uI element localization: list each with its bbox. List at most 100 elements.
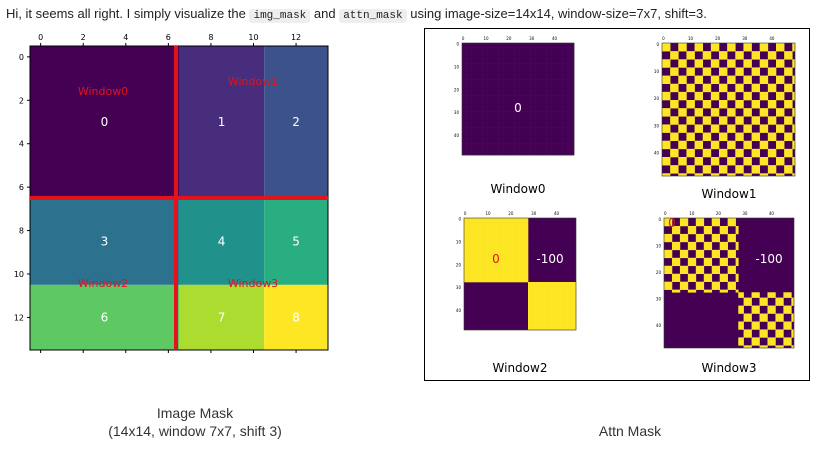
attn-cell [512,234,515,237]
attn-cell [487,45,490,48]
attn-cell [491,134,495,138]
attn-cell [468,224,472,228]
attn-cell [542,148,545,151]
attn-cell [784,121,788,125]
attn-cell [498,65,502,69]
attn-cell [686,121,690,125]
attn-cell [544,86,547,90]
attn-cell [471,145,474,149]
attn-cell [550,309,554,313]
attn-cell [505,243,508,246]
attn-cell [534,323,538,326]
attn-cell [786,167,790,171]
attn-cell [512,56,515,60]
attn-cell [519,56,522,60]
y-tick-label: 8 [19,227,24,236]
attn-cell [503,54,506,58]
attn-cell [480,56,483,60]
attn-cell [496,231,499,235]
attn-cell [781,113,785,117]
attn-cell [521,139,525,142]
attn-cell [569,45,573,48]
attn-cell [683,91,687,95]
attn-cell [521,227,524,230]
attn-x-tick-label: 0 [464,211,467,216]
attn-cell [466,79,470,83]
attn-cell [555,65,559,69]
attn-cell [491,240,495,244]
attn-cell [500,81,504,85]
attn-cell [468,254,472,258]
attn-cell [512,148,515,151]
attn-cell [573,300,577,303]
attn-cell [523,125,527,128]
attn-cell [494,65,497,69]
attn-cell [478,81,481,85]
attn-cell [786,116,790,120]
attn-cell [535,77,538,80]
attn-cell [491,238,495,242]
attn-cell [664,110,668,114]
attn-cell [762,48,766,52]
attn-cell [489,111,493,115]
attn-cell [491,224,495,228]
attn-cell [539,152,543,156]
attn-cell [477,220,481,223]
attn-cell [686,51,690,55]
attn-cell [534,282,538,285]
attn-cell [762,143,766,147]
attn-cell [505,224,508,228]
attn-cell [705,53,709,57]
attn-cell [675,105,679,109]
attn-cell [662,162,666,166]
attn-cell [496,88,499,92]
attn-cell [525,275,529,278]
attn-cell [480,229,483,233]
attn-cell [786,86,790,90]
attn-cell [564,304,568,308]
attn-cell [558,84,561,87]
attn-cell [509,220,513,223]
attn-cell [514,245,517,249]
attn-cell [500,43,504,46]
attn-cell [473,279,476,283]
attn-cell [548,123,552,126]
attn-cell [507,250,511,253]
attn-cell [482,145,486,149]
attn-cell [542,134,545,138]
attn-cell [573,325,577,329]
attn-cell [544,125,547,128]
attn-cell [670,167,674,171]
attn-panel-title-2: Window2 [493,361,548,375]
attn-cell [789,121,793,125]
attn-cell [555,79,559,83]
attn-cell [544,111,547,115]
attn-cell [541,291,545,294]
attn-cell [567,109,570,112]
attn-cell [480,141,483,144]
attn-cell [571,109,575,112]
attn-cell [700,113,704,117]
attn-cell [573,288,577,292]
attn-cell [489,139,493,142]
attn-cell [537,100,541,103]
attn-cell [516,254,520,258]
attn-cell [542,132,545,135]
attn-cell [721,51,725,55]
attn-cell [473,243,476,246]
attn-cell [713,91,717,95]
attn-cell [792,59,796,63]
attn-cell [719,70,723,74]
attn-cell [494,118,497,122]
attn-cell [727,94,731,98]
attn-cell [735,167,739,171]
attn-cell [566,302,570,306]
attn-cell [510,68,513,71]
attn-cell [480,79,483,83]
attn-cell [560,132,563,135]
attn-cell [748,97,752,101]
attn-cell [498,120,502,124]
attn-cell [539,65,543,69]
attn-cell [738,53,742,57]
attn-cell [542,100,545,103]
